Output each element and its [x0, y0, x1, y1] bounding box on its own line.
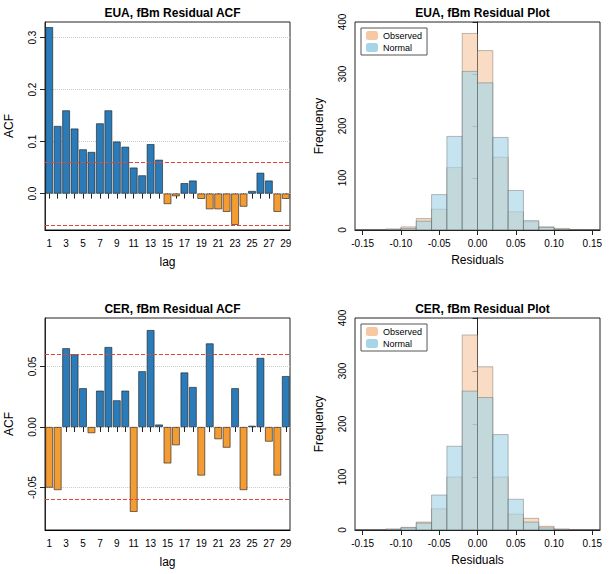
svg-text:Residuals: Residuals: [451, 553, 504, 567]
svg-text:15: 15: [162, 538, 174, 549]
svg-text:25: 25: [246, 538, 258, 549]
svg-text:1: 1: [46, 538, 52, 549]
svg-text:17: 17: [179, 538, 191, 549]
svg-text:13: 13: [145, 538, 157, 549]
svg-text:0.0: 0.0: [27, 186, 38, 200]
svg-text:300: 300: [337, 362, 348, 379]
svg-text:Observed: Observed: [383, 327, 422, 337]
svg-text:-0.10: -0.10: [390, 538, 413, 549]
svg-text:EUA, fBm Residual ACF: EUA, fBm Residual ACF: [104, 6, 240, 20]
svg-text:21: 21: [213, 238, 225, 249]
svg-text:200: 200: [337, 415, 348, 432]
svg-text:ACF: ACF: [2, 412, 16, 436]
svg-text:CER, fBm Residual Plot: CER, fBm Residual Plot: [415, 302, 550, 316]
svg-text:11: 11: [129, 238, 140, 249]
svg-text:15: 15: [162, 238, 174, 249]
svg-text:100: 100: [337, 169, 348, 186]
svg-text:EUA, fBm Residual Plot: EUA, fBm Residual Plot: [415, 6, 550, 20]
svg-text:0.2: 0.2: [27, 82, 38, 96]
svg-text:400: 400: [337, 13, 348, 30]
svg-text:11: 11: [129, 538, 140, 549]
svg-text:-0.10: -0.10: [390, 238, 413, 249]
svg-text:3: 3: [63, 538, 69, 549]
svg-text:23: 23: [230, 238, 242, 249]
svg-text:Frequency: Frequency: [312, 396, 326, 453]
svg-text:0.10: 0.10: [544, 238, 564, 249]
svg-text:0.15: 0.15: [583, 238, 603, 249]
svg-text:-0.15: -0.15: [351, 238, 374, 249]
svg-text:0.00: 0.00: [468, 538, 488, 549]
svg-text:29: 29: [280, 538, 292, 549]
svg-text:21: 21: [213, 538, 225, 549]
svg-text:0.1: 0.1: [27, 134, 38, 148]
svg-text:23: 23: [230, 538, 242, 549]
svg-text:25: 25: [246, 238, 258, 249]
svg-text:29: 29: [280, 238, 292, 249]
svg-text:27: 27: [263, 238, 275, 249]
svg-text:-0.05: -0.05: [428, 538, 451, 549]
svg-text:lag: lag: [159, 555, 175, 569]
svg-text:13: 13: [145, 238, 157, 249]
svg-text:100: 100: [337, 468, 348, 485]
svg-text:0: 0: [337, 527, 348, 533]
svg-text:7: 7: [97, 238, 103, 249]
svg-text:5: 5: [80, 538, 86, 549]
svg-text:0.00: 0.00: [27, 417, 38, 437]
svg-text:ACF: ACF: [2, 114, 16, 138]
svg-text:0.3: 0.3: [27, 30, 38, 44]
svg-text:1: 1: [46, 238, 52, 249]
svg-text:19: 19: [196, 238, 208, 249]
svg-text:Residuals: Residuals: [451, 253, 504, 267]
svg-text:300: 300: [337, 65, 348, 82]
svg-text:-0.05: -0.05: [428, 238, 451, 249]
svg-text:9: 9: [114, 538, 120, 549]
svg-text:0.05: 0.05: [27, 356, 38, 376]
svg-text:400: 400: [337, 309, 348, 326]
svg-text:7: 7: [97, 538, 103, 549]
svg-text:-0.15: -0.15: [351, 538, 374, 549]
svg-text:3: 3: [63, 238, 69, 249]
svg-text:27: 27: [263, 538, 275, 549]
svg-text:Normal: Normal: [383, 43, 412, 53]
svg-text:5: 5: [80, 238, 86, 249]
svg-text:200: 200: [337, 117, 348, 134]
svg-text:0.00: 0.00: [468, 238, 488, 249]
svg-text:17: 17: [179, 238, 191, 249]
svg-text:9: 9: [114, 238, 120, 249]
svg-text:Frequency: Frequency: [312, 98, 326, 155]
svg-text:0.05: 0.05: [506, 238, 526, 249]
svg-text:0: 0: [337, 227, 348, 233]
svg-text:Normal: Normal: [383, 339, 412, 349]
svg-text:19: 19: [196, 538, 208, 549]
svg-text:0.05: 0.05: [506, 538, 526, 549]
svg-text:0.10: 0.10: [544, 538, 564, 549]
svg-text:CER, fBm Residual ACF: CER, fBm Residual ACF: [104, 302, 240, 316]
svg-text:-0.05: -0.05: [27, 476, 38, 499]
svg-text:lag: lag: [159, 255, 175, 269]
svg-text:Observed: Observed: [383, 31, 422, 41]
svg-text:0.15: 0.15: [583, 538, 603, 549]
